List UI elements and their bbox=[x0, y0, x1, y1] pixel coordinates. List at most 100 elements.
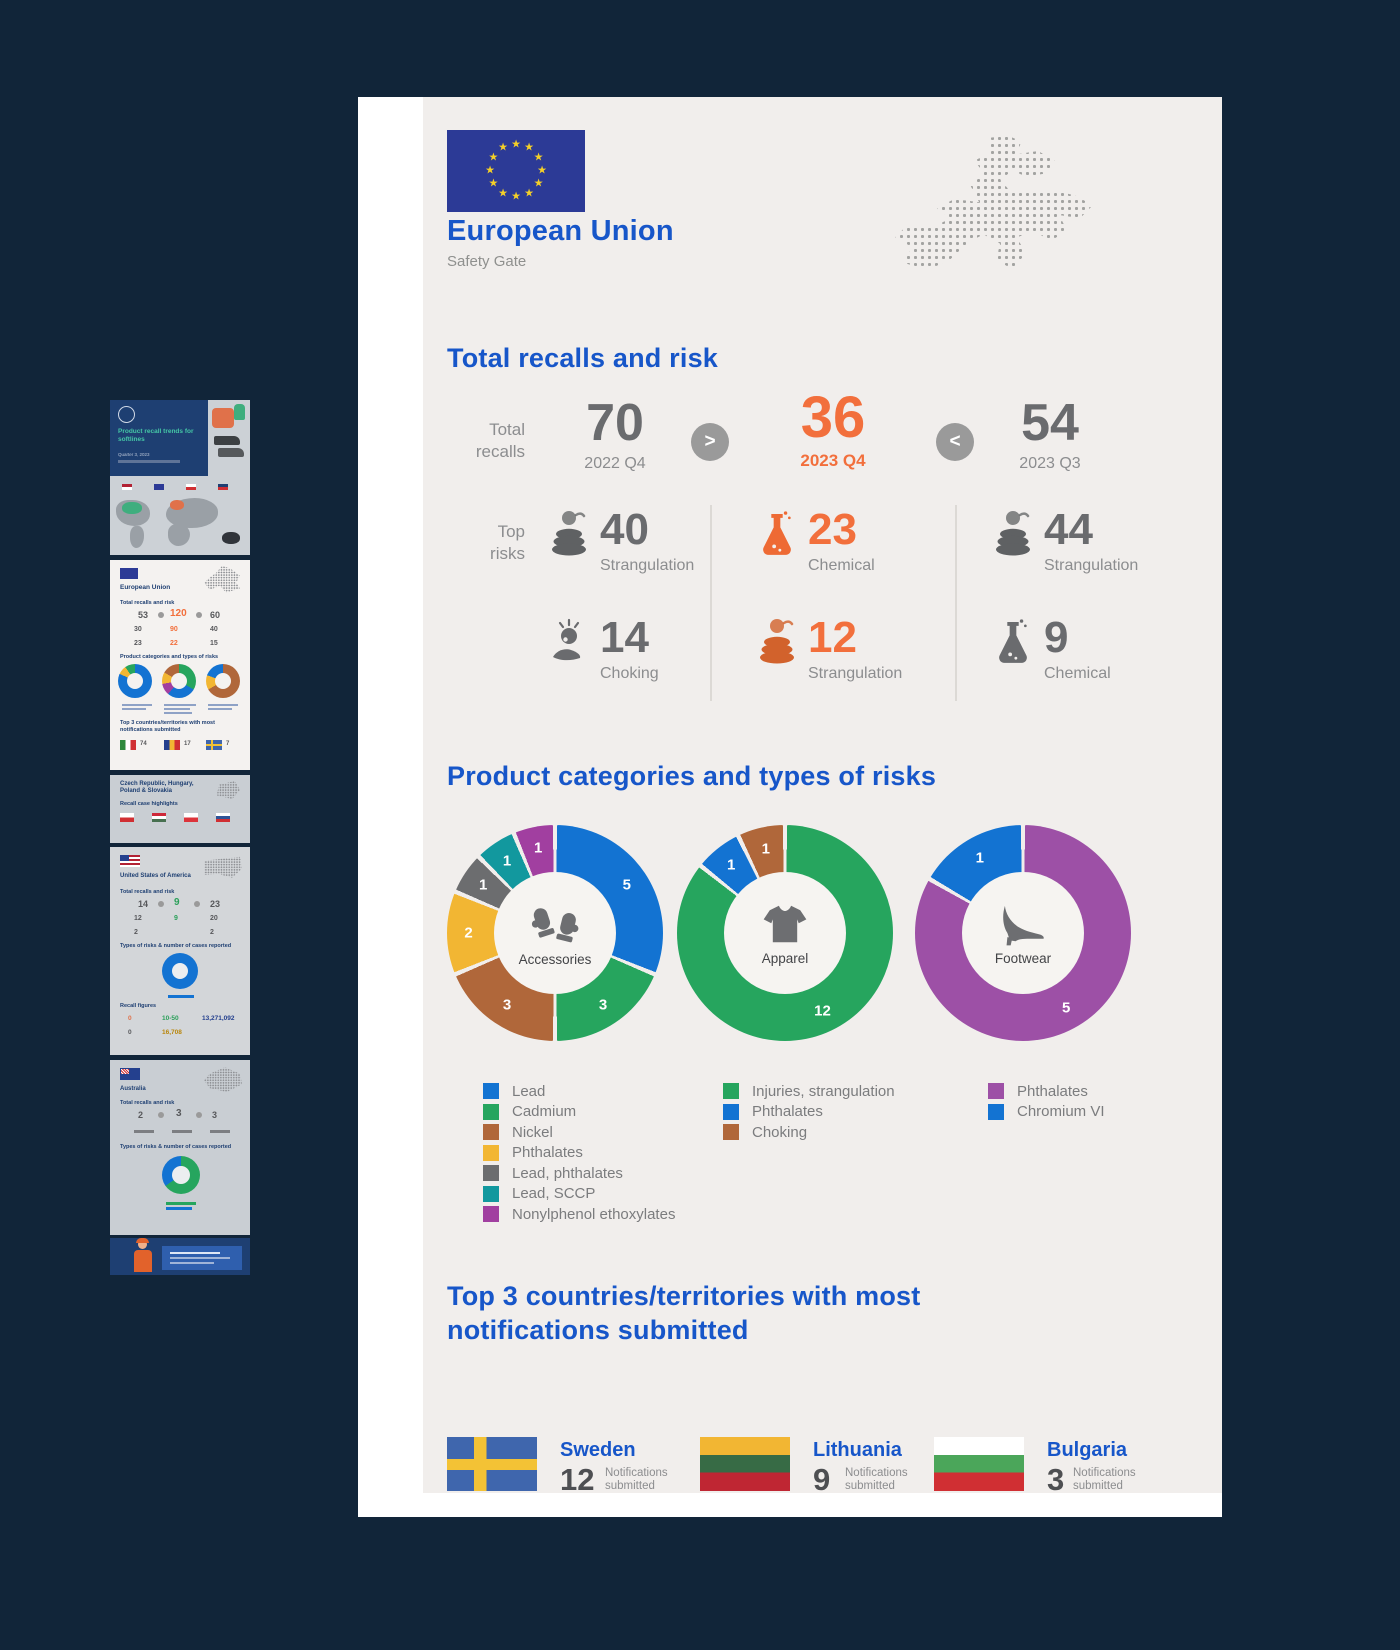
thumbnail-map-samerica bbox=[130, 526, 144, 548]
thumbnail-page-eu[interactable]: European Union Total recalls and risk 53… bbox=[110, 560, 250, 770]
page-title: European Union bbox=[447, 215, 674, 247]
eu-star-icon: ★ bbox=[488, 177, 499, 190]
thumbnail-page-footer[interactable] bbox=[110, 1238, 250, 1275]
thumbnail-au-donut bbox=[162, 1156, 200, 1194]
legend-item: Choking bbox=[723, 1124, 895, 1141]
thumbnail-eu-h3: Top 3 countries/territories with most no… bbox=[120, 720, 215, 733]
mittens-icon bbox=[531, 907, 579, 942]
thumbnail-eu-val2: 120 bbox=[170, 608, 187, 619]
thumbnail-donut-1 bbox=[118, 664, 152, 698]
thumbnail-us-map bbox=[204, 856, 242, 878]
eu-star-icon: ★ bbox=[537, 164, 547, 177]
risk-value: 9 bbox=[1044, 613, 1069, 662]
thumbnail-cz-flag bbox=[186, 484, 196, 490]
thumbnail-eu-val3: 60 bbox=[210, 610, 221, 620]
thumbnail-sidebar: Product recall trends for softlines Quar… bbox=[110, 400, 250, 1275]
thumbnail-usa-donut bbox=[162, 953, 198, 989]
legend-apparel: Injuries, strangulation Phthalates Choking bbox=[723, 1083, 895, 1141]
infographic-page: ★ ★ ★ ★ ★ ★ ★ ★ ★ ★ ★ ★ European Union Safety Gate … bbox=[423, 97, 1222, 1497]
thumbnail-usa-f2: 10-50 bbox=[162, 1015, 179, 1022]
eu-star-icon: ★ bbox=[498, 187, 508, 200]
thumbnail-au-h2: Types of risks & number of cases reporte… bbox=[120, 1144, 232, 1150]
legend-item: Injuries, strangulation bbox=[723, 1083, 895, 1100]
thumbnail-worker-vest bbox=[134, 1250, 152, 1272]
legend-label: Chromium VI bbox=[1017, 1103, 1105, 1120]
risk-label: Choking bbox=[600, 665, 659, 682]
country-sub-label: Notifications submitted bbox=[1073, 1467, 1136, 1492]
risk-strangulation-2023q3: 44 Strangulation bbox=[991, 505, 1138, 575]
thumbnail-usa-r3: 20 bbox=[210, 915, 218, 922]
thumbnail-donut-3 bbox=[206, 664, 240, 698]
country-sub-label: Notifications submitted bbox=[605, 1467, 668, 1492]
thumbnail-au-h1: Total recalls and risk bbox=[120, 1100, 175, 1106]
legend-swatch bbox=[483, 1144, 499, 1161]
eu-star-icon: ★ bbox=[533, 177, 544, 190]
legend-accessories: Lead Cadmium Nickel Phthalates Lead, phthala… bbox=[483, 1083, 676, 1223]
thumbnail-usa-r5: 2 bbox=[210, 929, 214, 936]
thumbnail-pl-flag bbox=[184, 813, 198, 822]
donut-slice-value: 3 bbox=[502, 996, 512, 1014]
eu-star-icon: ★ bbox=[511, 138, 521, 151]
thumbnail-jacket-icon bbox=[212, 408, 234, 428]
thumbnail-italy-flag bbox=[120, 740, 136, 750]
thumbnail-usa-r2: 9 bbox=[174, 915, 178, 922]
thumbnail-romania-num: 17 bbox=[184, 741, 191, 747]
total-recalls-label: Total recalls bbox=[475, 420, 525, 461]
donut-apparel: Apparel 12 1 1 bbox=[677, 825, 893, 1041]
risk-value: 44 bbox=[1044, 505, 1093, 554]
donut-slice-value: 5 bbox=[1062, 999, 1071, 1017]
eu-star-icon: ★ bbox=[533, 151, 544, 164]
donut-slice-value: 3 bbox=[598, 996, 608, 1014]
legend-label: Nonylphenol ethoxylates bbox=[512, 1205, 676, 1223]
country-value: 12 bbox=[560, 1462, 595, 1497]
less-than-icon: < bbox=[936, 423, 974, 461]
thumbnail-page-australia[interactable]: Australia Total recalls and risk 2 3 3 T… bbox=[110, 1060, 250, 1235]
thumbnail-usa-h1: Total recalls and risk bbox=[120, 889, 175, 895]
top-risks-label: Top risks bbox=[490, 522, 525, 563]
eu-star-icon: ★ bbox=[511, 190, 521, 203]
donut-slice-value: 2 bbox=[464, 924, 473, 942]
thumbnail-page-cee[interactable]: Czech Republic, Hungary, Poland & Slovak… bbox=[110, 775, 250, 843]
thumbnail-worker-hat bbox=[136, 1238, 149, 1243]
country-name: Sweden bbox=[560, 1439, 636, 1461]
risk-chemical-2023q4: 23 Chemical bbox=[755, 508, 875, 575]
total-2023q3: 54 2023 Q3 bbox=[990, 397, 1110, 473]
thumbnail-au-val3: 3 bbox=[212, 1110, 218, 1120]
country-value: 9 bbox=[813, 1462, 831, 1497]
thumbnail-usa-f3: 13,271,092 bbox=[202, 1015, 235, 1022]
top3-heading-line2: notifications submitted bbox=[447, 1315, 749, 1345]
bulgaria-flag bbox=[934, 1437, 1024, 1491]
thumbnail-page-usa[interactable]: United States of America Total recalls a… bbox=[110, 847, 250, 1055]
eu-star-icon: ★ bbox=[498, 141, 508, 154]
risk-choking-2022q4: 14 Choking bbox=[547, 616, 659, 683]
thumbnail-footer-box bbox=[162, 1246, 242, 1270]
thumbnail-us-flag bbox=[122, 484, 132, 490]
donut-footwear-center: Footwear bbox=[962, 872, 1084, 994]
country-sub-label: Notifications submitted bbox=[845, 1467, 908, 1492]
divider-1 bbox=[710, 505, 712, 701]
page-subtitle: Safety Gate bbox=[447, 253, 527, 270]
thumbnail-us-canton bbox=[120, 855, 129, 861]
legend-label: Nickel bbox=[512, 1123, 553, 1141]
legend-swatch bbox=[483, 1124, 499, 1140]
thumbnail-worker-head bbox=[138, 1240, 147, 1249]
legend-item: Lead, phthalates bbox=[483, 1165, 675, 1182]
thumbnail-shoe-icon bbox=[214, 436, 240, 445]
thumbnail-romania-flag bbox=[164, 740, 180, 750]
legend-swatch bbox=[483, 1103, 499, 1120]
legend-swatch bbox=[723, 1103, 739, 1120]
lithuania-flag bbox=[700, 1437, 790, 1491]
thumbnail-cmp2-icon bbox=[196, 612, 202, 618]
donut-slice-value: 1 bbox=[975, 849, 984, 867]
country-name: Bulgaria bbox=[1047, 1439, 1128, 1461]
donut-apparel-center: Apparel bbox=[724, 872, 846, 994]
thumbnail-usa-h2: Types of risks & number of cases reporte… bbox=[120, 943, 232, 949]
thumbnail-shoe2-icon bbox=[218, 448, 244, 457]
main-document-panel: ★ ★ ★ ★ ★ ★ ★ ★ ★ ★ ★ ★ European Union Safety Gate … bbox=[358, 97, 1222, 1517]
total-2022q4: 70 2022 Q4 bbox=[555, 397, 675, 473]
legend-label: Cadmium bbox=[512, 1103, 577, 1120]
thumbnail-page-cover[interactable]: Product recall trends for softlines Quar… bbox=[110, 400, 250, 555]
thumbnail-au-jack bbox=[121, 1069, 129, 1074]
